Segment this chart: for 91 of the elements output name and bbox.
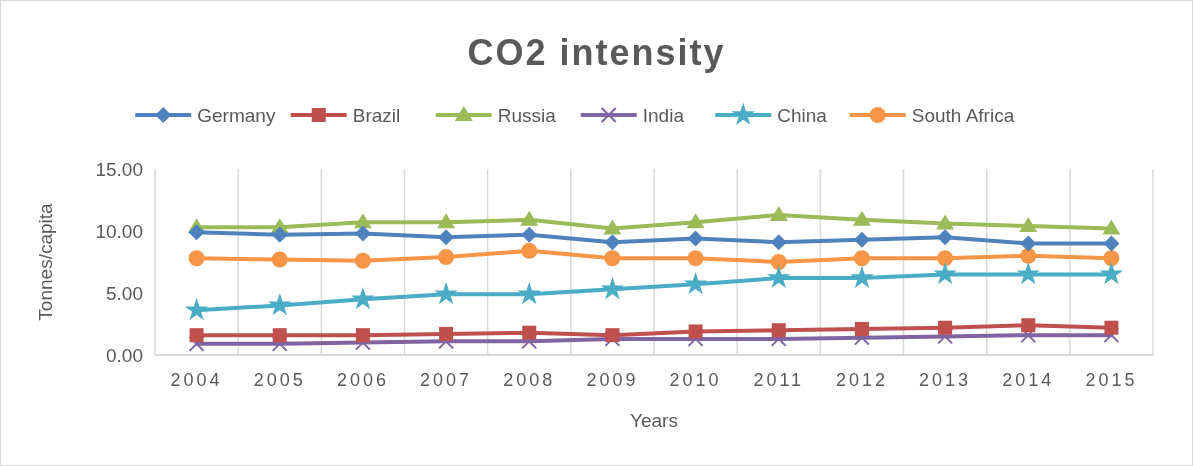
point xyxy=(853,250,870,267)
x-tick-label: 2008 xyxy=(503,370,556,390)
x-tick-label: 2005 xyxy=(253,370,306,390)
x-tick-label: 2013 xyxy=(919,370,972,390)
point xyxy=(189,328,204,343)
legend-label: Germany xyxy=(197,105,276,126)
point xyxy=(522,325,537,340)
point xyxy=(438,249,455,266)
point xyxy=(517,281,541,305)
y-tick-label: 15.00 xyxy=(95,159,143,180)
point xyxy=(687,250,704,267)
point xyxy=(604,234,621,251)
point xyxy=(1021,318,1036,333)
point xyxy=(687,230,704,247)
x-tick-label: 2007 xyxy=(420,370,473,390)
point xyxy=(434,281,458,305)
y-tick-label: 0.00 xyxy=(106,345,143,366)
point xyxy=(271,251,288,268)
point xyxy=(188,250,205,267)
point xyxy=(850,265,874,289)
y-tick-label: 5.00 xyxy=(106,283,143,304)
point xyxy=(683,272,708,295)
point xyxy=(439,326,454,341)
point xyxy=(268,293,292,316)
point xyxy=(1016,262,1040,285)
point xyxy=(521,242,538,259)
point xyxy=(1019,217,1038,233)
point xyxy=(1102,219,1121,235)
point xyxy=(854,321,869,336)
point xyxy=(938,320,953,335)
point xyxy=(688,324,703,339)
point xyxy=(1104,320,1119,335)
point xyxy=(770,330,787,347)
point xyxy=(605,328,620,343)
legend-label: Brazil xyxy=(352,105,401,126)
point xyxy=(1020,327,1037,344)
x-tick-label: 2004 xyxy=(170,370,223,390)
point xyxy=(437,213,456,229)
legend-label: South Africa xyxy=(911,105,1015,126)
point xyxy=(354,252,371,269)
point xyxy=(188,335,205,352)
point xyxy=(604,330,621,347)
point xyxy=(521,333,538,350)
point xyxy=(1020,235,1037,252)
legend-label: Russia xyxy=(497,105,557,126)
point xyxy=(600,276,625,300)
legend-label: India xyxy=(642,105,685,126)
y-axis-title: Tonnes/capita xyxy=(35,202,56,321)
point xyxy=(438,229,455,246)
point xyxy=(936,214,955,230)
point xyxy=(1103,235,1120,252)
point xyxy=(355,328,370,343)
point xyxy=(184,298,209,321)
x-tick-label: 2014 xyxy=(1002,370,1055,390)
x-tick-label: 2011 xyxy=(753,370,805,390)
point xyxy=(771,323,786,338)
point xyxy=(1020,247,1037,264)
legend-label: China xyxy=(777,105,828,126)
chart-title: CO2 intensity xyxy=(467,32,726,73)
point xyxy=(351,286,375,310)
x-tick-label: 2012 xyxy=(835,370,888,390)
point xyxy=(933,262,957,285)
point xyxy=(521,226,538,243)
point xyxy=(767,265,791,289)
point xyxy=(354,225,371,242)
x-tick-label: 2006 xyxy=(336,370,389,390)
point xyxy=(937,229,954,246)
point xyxy=(1103,327,1120,344)
point xyxy=(604,250,621,267)
point xyxy=(852,210,871,226)
point xyxy=(937,250,954,267)
point xyxy=(188,224,205,241)
point xyxy=(1103,250,1120,267)
point xyxy=(272,328,287,343)
y-tick-label: 10.00 xyxy=(95,221,143,242)
x-tick-label: 2010 xyxy=(669,370,722,390)
point xyxy=(770,234,787,251)
point xyxy=(769,205,788,221)
point xyxy=(353,213,372,229)
x-tick-label: 2015 xyxy=(1085,370,1138,390)
point xyxy=(1099,262,1124,285)
point xyxy=(271,335,288,352)
x-axis-title: Years xyxy=(630,410,678,431)
point xyxy=(686,213,705,229)
point xyxy=(853,231,870,248)
x-tick-label: 2009 xyxy=(586,370,639,390)
point xyxy=(603,219,622,235)
point xyxy=(271,226,288,243)
point xyxy=(520,210,539,226)
point xyxy=(853,329,870,346)
point xyxy=(770,254,787,270)
